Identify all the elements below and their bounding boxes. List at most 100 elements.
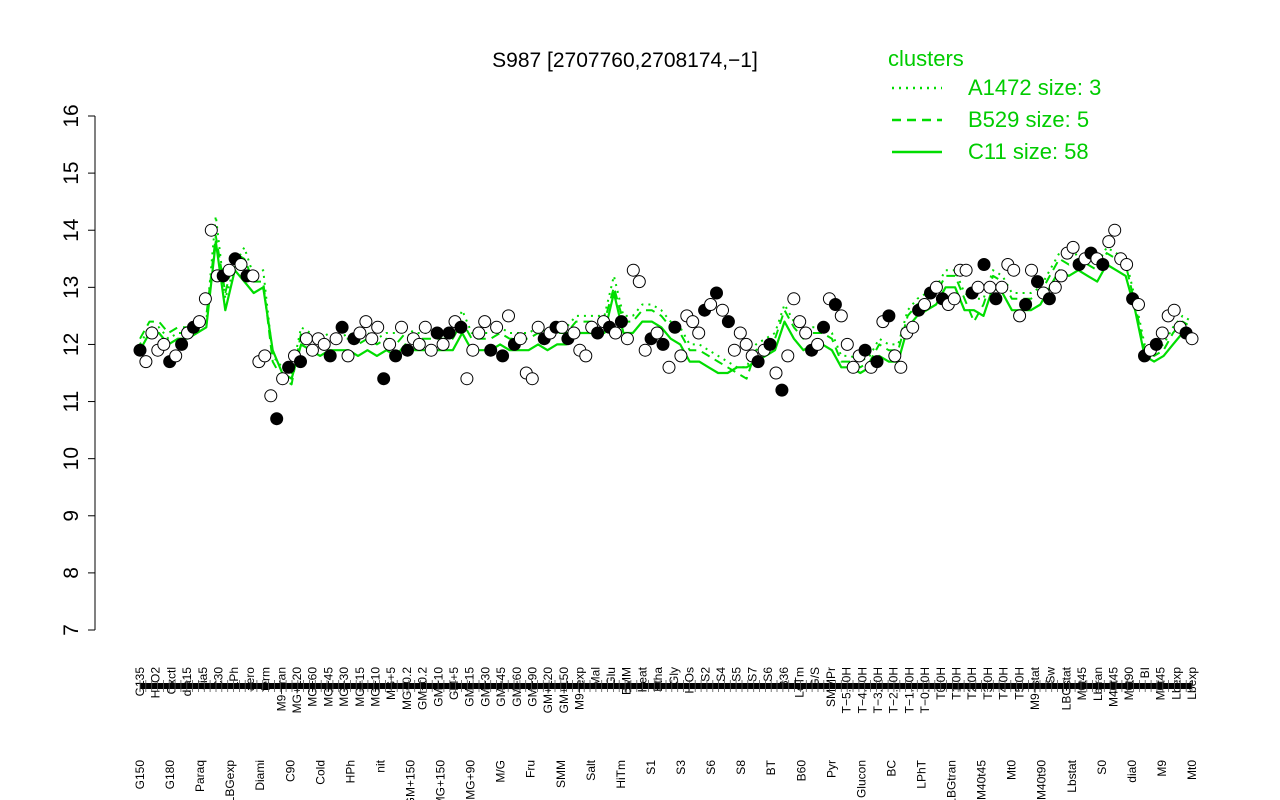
data-point [799,326,813,340]
data-point [234,258,248,271]
data-point [555,320,569,334]
data-point [412,337,426,351]
data-point [983,280,997,294]
data-point [817,320,830,334]
data-point [662,360,676,374]
x-tick-label: S3 [674,760,688,775]
x-axis-labels: G135 H2O2 Oxctl dia15 dia5 C30 LPh aero ferm M9−t… [133,666,1199,800]
x-tick-label: Mt0 [1005,760,1019,780]
data-point [1031,275,1044,289]
x-tick-label: S5 [730,667,744,682]
data-point [264,389,278,403]
x-tick-label: M9 [1155,760,1169,777]
x-tick-label: Sw [1044,667,1058,684]
x-tick-label: S0 [1095,760,1109,775]
y-axis: 7 8 9 10 11 12 13 14 15 16 [60,104,96,636]
data-point [959,263,973,277]
data-point [995,280,1009,294]
data-point [828,298,842,311]
data-point [751,355,765,369]
x-tick-label: BC [884,760,898,777]
x-tick-label: Pyr [824,760,838,778]
y-tick-label: 14 [60,218,83,242]
data-point [395,320,408,334]
data-point [632,275,646,289]
y-tick-label: 9 [60,510,83,522]
data-point [276,372,290,386]
y-tick-label: 15 [60,161,83,184]
y-tick-label: 12 [60,333,83,356]
x-tick-label: T−1.40H [902,667,916,713]
data-point [531,320,545,334]
x-tick-label: S8 [734,760,748,775]
x-tick-label: BT [764,759,778,775]
data-point [353,326,367,340]
data-point [1102,235,1116,249]
data-point [222,263,236,277]
data-point [365,332,379,346]
x-tick-label: GM+120 [541,667,555,714]
data-point [1108,223,1122,237]
data-point [918,298,931,311]
data-points [133,223,1199,426]
data-point [1155,326,1169,340]
data-point [721,315,735,329]
x-tick-label: BI [1138,667,1152,678]
data-point [1054,269,1068,283]
chart-title: S987 [2707760,2708174,−1] [492,49,758,72]
x-tick-label: Glucon [854,760,868,798]
data-point [418,320,432,334]
data-point [496,349,510,363]
data-point [299,332,313,346]
data-point [323,349,337,363]
data-point [739,337,753,351]
data-point [246,269,260,283]
data-point [1042,292,1056,306]
data-point [139,355,153,369]
y-tick-label: 7 [60,624,83,636]
data-point [716,303,729,317]
data-point [204,223,218,237]
x-tick-label: GM+150 [404,760,418,800]
data-point [305,343,319,357]
x-tick-label: Salt [584,759,598,780]
x-tick-label: M/G [494,760,508,783]
data-point [1025,263,1038,277]
x-tick-label: B36 [777,667,791,689]
data-point [430,326,444,340]
data-point [894,360,908,374]
y-tick-label: 11 [60,391,83,413]
x-tick-label: T−4.40H [855,667,869,713]
data-point [1019,298,1033,311]
data-point [929,280,943,294]
data-point [371,320,385,334]
data-point [626,263,640,277]
data-point [192,315,206,329]
data-point [906,320,920,334]
x-tick-label: Oxctl [164,667,178,694]
data-point [329,332,343,346]
data-point [727,343,741,357]
x-tick-label: Mt0 [1185,760,1199,780]
x-tick-label: Paraq [193,760,207,792]
data-point [1185,332,1199,346]
legend-entry: A1472 size: 3 [968,75,1101,100]
y-tick-label: 16 [60,104,83,127]
data-point [1013,309,1027,323]
x-tick-label: T−3.40H [871,667,885,713]
data-point [270,412,284,426]
x-tick-label: S6 [761,667,775,682]
data-point [668,320,682,334]
x-tick-label: BMM [620,667,634,695]
x-tick-label: B60 [794,760,808,782]
x-tick-label: LBGtran [945,760,959,800]
x-tick-label: dia0 [1125,760,1139,783]
data-point [157,337,171,351]
data-point [145,326,159,340]
data-point [1149,337,1163,351]
data-point [466,343,480,357]
legend-entry: C11 size: 58 [968,139,1089,164]
data-point [781,349,795,363]
x-tick-label: Fru [524,760,538,778]
data-point [294,355,307,369]
